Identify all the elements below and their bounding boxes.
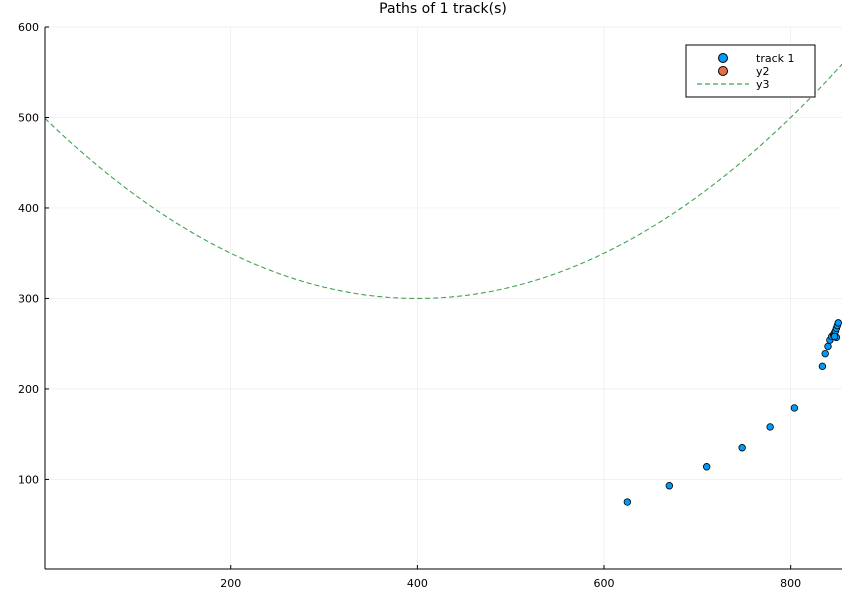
- data-point-track-1-3: [738, 444, 746, 452]
- data-point-track-1-0: [623, 498, 632, 506]
- data-point-track-1-5: [790, 404, 799, 412]
- x-tick-label: 600: [594, 577, 615, 590]
- legend: track 1 y2 y3: [685, 44, 816, 98]
- legend-marker-y2: [718, 66, 728, 76]
- legend-marker-track-1: [718, 53, 728, 63]
- y-tick-label: 200: [18, 383, 39, 396]
- y-tick-label: 300: [18, 292, 39, 305]
- data-point-track-1-16: [834, 319, 842, 327]
- legend-label-y3: y3: [756, 78, 770, 91]
- series-line-y3: [45, 63, 842, 299]
- legend-label-track-1: track 1: [756, 52, 795, 65]
- y-tick-label: 400: [18, 202, 39, 215]
- y-tick-label: 100: [18, 473, 39, 486]
- plot-area: [45, 63, 842, 506]
- x-tick-label: 800: [780, 577, 801, 590]
- tick-labels: 200 400 600 800 100 200 300 400 500 600: [18, 21, 801, 590]
- y-tick-label: 600: [18, 21, 39, 34]
- x-tick-label: 200: [220, 577, 241, 590]
- data-point-track-1-4: [766, 423, 774, 431]
- x-tick-label: 400: [407, 577, 428, 590]
- data-point-track-1-6: [818, 362, 827, 371]
- legend-box: [685, 44, 816, 98]
- data-point-track-1-7: [821, 349, 829, 358]
- data-point-track-1-2: [702, 463, 711, 471]
- data-point-track-1-8: [824, 342, 832, 351]
- y-tick-label: 500: [18, 111, 39, 124]
- chart-title: Paths of 1 track(s): [379, 1, 507, 17]
- data-point-track-1-18: [830, 332, 839, 341]
- legend-label-y2: y2: [756, 65, 770, 78]
- data-point-track-1-1: [665, 482, 674, 490]
